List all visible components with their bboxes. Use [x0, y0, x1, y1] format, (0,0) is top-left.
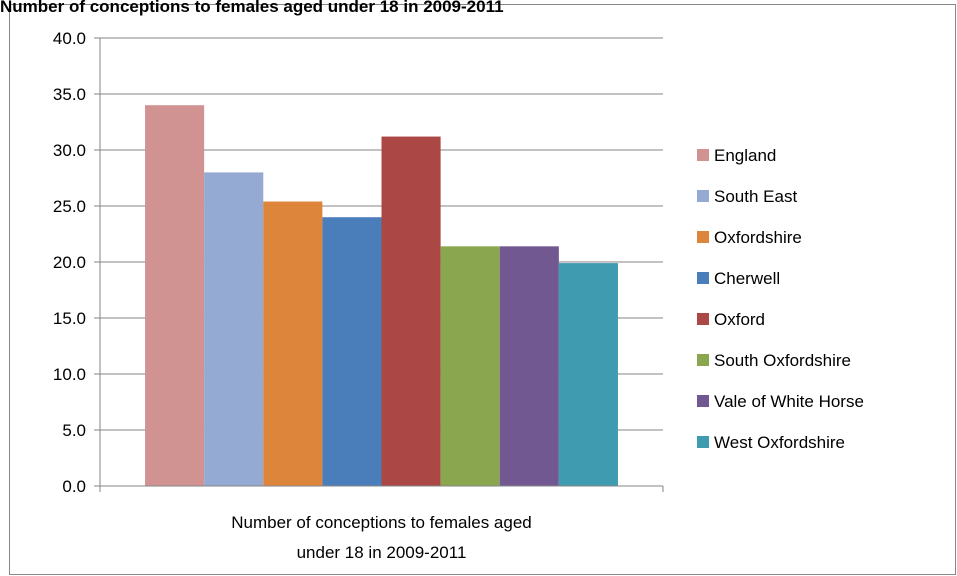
category-label-box: Number of conceptions to females aged un…	[100, 508, 663, 568]
y-tick-label: 20.0	[53, 253, 86, 272]
y-tick-label: 30.0	[53, 141, 86, 160]
legend-label: Oxford	[714, 310, 765, 329]
bar	[145, 105, 205, 486]
y-tick-label: 0.0	[62, 477, 86, 496]
legend-swatch	[697, 436, 709, 448]
bar	[558, 263, 618, 486]
bar	[381, 136, 441, 486]
legend-swatch	[697, 231, 709, 243]
y-tick-label: 10.0	[53, 365, 86, 384]
legend-swatch	[697, 395, 709, 407]
legend-label: South East	[714, 187, 797, 206]
legend-label: West Oxfordshire	[714, 433, 845, 452]
x-category-label: Number of conceptions to females aged un…	[231, 513, 532, 562]
legend-label: Oxfordshire	[714, 228, 802, 247]
y-tick-label: 35.0	[53, 85, 86, 104]
y-tick-label: 5.0	[62, 421, 86, 440]
legend-label: Cherwell	[714, 269, 780, 288]
bar	[204, 172, 264, 486]
bar	[263, 201, 323, 486]
legend-swatch	[697, 149, 709, 161]
y-tick-label: 25.0	[53, 197, 86, 216]
bar	[322, 217, 382, 486]
bar	[440, 246, 500, 486]
y-tick-label: 15.0	[53, 309, 86, 328]
bar	[499, 246, 559, 486]
legend-swatch	[697, 272, 709, 284]
legend-label: South Oxfordshire	[714, 351, 851, 370]
legend-swatch	[697, 313, 709, 325]
chart-title: Number of conceptions to females aged un…	[0, 0, 504, 16]
y-tick-label: 40.0	[53, 29, 86, 48]
legend-swatch	[697, 354, 709, 366]
legend-label: England	[714, 146, 776, 165]
legend-label: Vale of White Horse	[714, 392, 864, 411]
legend-swatch	[697, 190, 709, 202]
